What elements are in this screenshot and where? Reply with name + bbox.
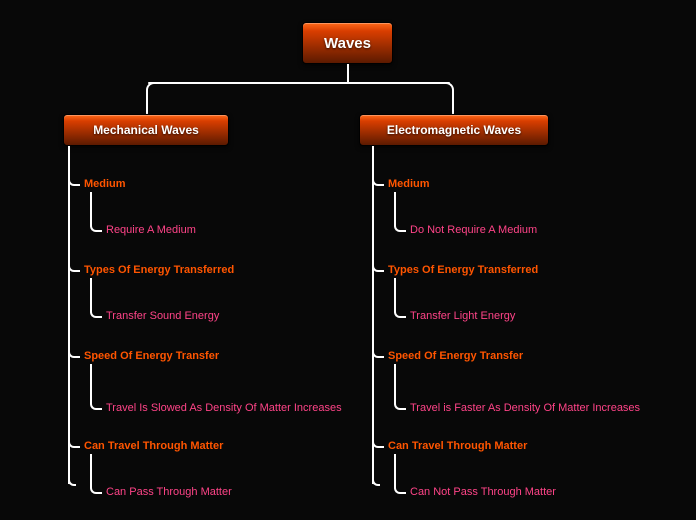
branch-node-electromagnetic: Electromagnetic Waves — [359, 114, 549, 146]
subtopic-label: Can Pass Through Matter — [106, 486, 232, 498]
connector — [90, 364, 92, 402]
connector — [372, 176, 384, 186]
connector — [90, 454, 92, 486]
connector — [372, 348, 384, 358]
connector — [372, 438, 384, 448]
topic-label: Speed Of Energy Transfer — [84, 350, 219, 362]
connector — [394, 278, 396, 310]
connector — [68, 262, 80, 272]
root-label: Waves — [324, 35, 371, 52]
subtopic-label: Transfer Light Energy — [410, 310, 515, 322]
subtopic-label: Travel is Faster As Density Of Matter In… — [410, 402, 640, 414]
subtopic-label: Can Not Pass Through Matter — [410, 486, 556, 498]
connector — [452, 92, 454, 114]
branch-label: Electromagnetic Waves — [387, 123, 521, 137]
connector — [394, 308, 406, 318]
connector — [68, 348, 80, 358]
topic-label: Can Travel Through Matter — [388, 440, 527, 452]
connector — [394, 400, 406, 410]
connector — [90, 400, 102, 410]
connector — [394, 192, 396, 224]
subtopic-label: Do Not Require A Medium — [410, 224, 537, 236]
connector — [372, 478, 380, 486]
connector — [68, 146, 70, 484]
connector — [68, 478, 76, 486]
branch-node-mechanical: Mechanical Waves — [63, 114, 229, 146]
root-node: Waves — [302, 22, 393, 64]
connector — [90, 278, 92, 310]
connector — [372, 262, 384, 272]
subtopic-label: Travel Is Slowed As Density Of Matter In… — [106, 402, 342, 414]
branch-label: Mechanical Waves — [93, 123, 199, 137]
topic-label: Types Of Energy Transferred — [84, 264, 234, 276]
topic-label: Medium — [84, 178, 126, 190]
connector — [372, 146, 374, 484]
topic-label: Medium — [388, 178, 430, 190]
connector — [148, 82, 450, 84]
connector — [68, 438, 80, 448]
subtopic-label: Require A Medium — [106, 224, 196, 236]
topic-label: Speed Of Energy Transfer — [388, 350, 523, 362]
connector — [90, 192, 92, 224]
connector — [394, 484, 406, 494]
connector — [68, 176, 80, 186]
connector — [90, 484, 102, 494]
connector — [394, 454, 396, 486]
connector — [394, 222, 406, 232]
topic-label: Can Travel Through Matter — [84, 440, 223, 452]
connector — [394, 364, 396, 402]
topic-label: Types Of Energy Transferred — [388, 264, 538, 276]
connector — [90, 222, 102, 232]
connector — [347, 64, 349, 82]
connector — [146, 92, 148, 114]
connector — [90, 308, 102, 318]
subtopic-label: Transfer Sound Energy — [106, 310, 219, 322]
